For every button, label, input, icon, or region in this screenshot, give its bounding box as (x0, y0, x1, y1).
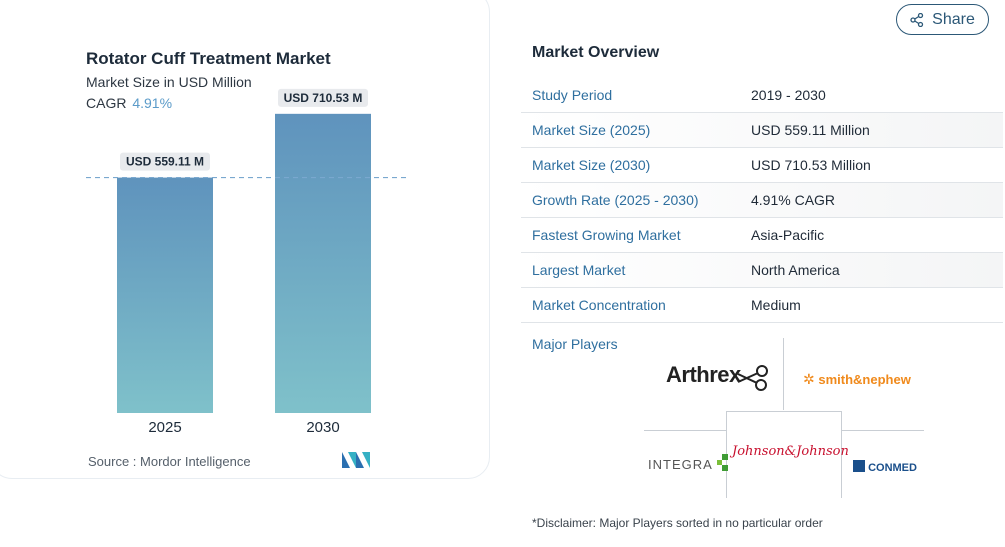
x-tick-label: 2030 (306, 419, 339, 436)
overview-row-size-2030: Market Size (2030) USD 710.53 Million (521, 148, 1003, 183)
bar-2030 (275, 113, 371, 414)
mordor-logo-icon (342, 452, 370, 468)
overview-row-largest-market: Largest Market North America (521, 253, 1003, 288)
integra-text: INTEGRA (648, 457, 713, 472)
conmed-icon (853, 460, 865, 472)
overview-key[interactable]: Market Size (2030) (532, 157, 651, 173)
overview-key[interactable]: Largest Market (532, 262, 626, 278)
conmed-logo: CONMED (853, 460, 917, 474)
cagr-value: 4.91% (132, 95, 173, 111)
smith-nephew-icon: ✲ (803, 371, 815, 387)
overview-row-growth-rate: Growth Rate (2025 - 2030) 4.91% CAGR (521, 183, 1003, 218)
overview-key[interactable]: Growth Rate (2025 - 2030) (532, 192, 699, 208)
smith-nephew-logo: ✲ smith&nephew (803, 371, 911, 388)
overview-value: 4.91% CAGR (751, 192, 836, 208)
integra-logo: INTEGRA (648, 454, 729, 472)
overview-row-concentration: Market Concentration Medium (521, 288, 1003, 323)
integra-icon (716, 454, 728, 471)
share-label: Share (932, 10, 975, 28)
overview-value: Medium (751, 297, 801, 313)
bar-2025 (117, 177, 213, 413)
share-icon (910, 12, 924, 27)
johnson-johnson-logo: Johnson&Johnson (732, 444, 849, 459)
overview-row-study-period: Study Period 2019 - 2030 (521, 78, 1003, 113)
share-button[interactable]: Share (896, 4, 989, 35)
overview-title: Market Overview (532, 44, 660, 61)
overview-key[interactable]: Market Concentration (532, 297, 666, 313)
overview-value: USD 710.53 Million (751, 157, 871, 173)
source-label: Source : (88, 454, 137, 469)
players-divider-vertical (783, 338, 784, 410)
source-note: Source : Mordor Intelligence (88, 454, 251, 469)
overview-value: Asia-Pacific (751, 227, 825, 243)
overview-value: 2019 - 2030 (751, 87, 826, 103)
chart-card (0, 0, 490, 479)
bar-chart: USD 559.11 M 2025 USD 710.53 M 2030 (86, 88, 406, 436)
disclaimer: *Disclaimer: Major Players sorted in no … (532, 516, 823, 530)
overview-key[interactable]: Market Size (2025) (532, 122, 651, 138)
chart-subtitle: Market Size in USD Million (86, 74, 252, 90)
cagr-label: CAGR (86, 95, 127, 111)
conmed-text: CONMED (868, 462, 917, 474)
overview-key[interactable]: Study Period (532, 87, 613, 103)
source-text: Mordor Intelligence (140, 454, 251, 469)
overview-table: Study Period 2019 - 2030 Market Size (20… (521, 78, 1003, 323)
overview-value: North America (751, 262, 840, 278)
scissors-icon (737, 365, 768, 391)
players-center-box (726, 411, 842, 498)
data-label-bg (278, 88, 368, 107)
overview-value: USD 559.11 Million (751, 122, 870, 138)
cagr-line: CAGR 4.91% (86, 95, 172, 111)
data-label-bg (120, 152, 210, 171)
data-label: USD 559.11 M (126, 155, 204, 169)
overview-row-size-2025: Market Size (2025) USD 559.11 Million (521, 113, 1003, 148)
smith-nephew-text: smith&nephew (818, 372, 911, 387)
overview-key[interactable]: Fastest Growing Market (532, 227, 681, 243)
arthrex-logo: Arthrex (666, 362, 741, 387)
chart-title: Rotator Cuff Treatment Market (86, 49, 331, 68)
overview-row-fastest-growing: Fastest Growing Market Asia-Pacific (521, 218, 1003, 253)
data-label: USD 710.53 M (284, 91, 363, 105)
x-tick-label: 2025 (148, 419, 181, 436)
major-players-label[interactable]: Major Players (532, 336, 618, 352)
